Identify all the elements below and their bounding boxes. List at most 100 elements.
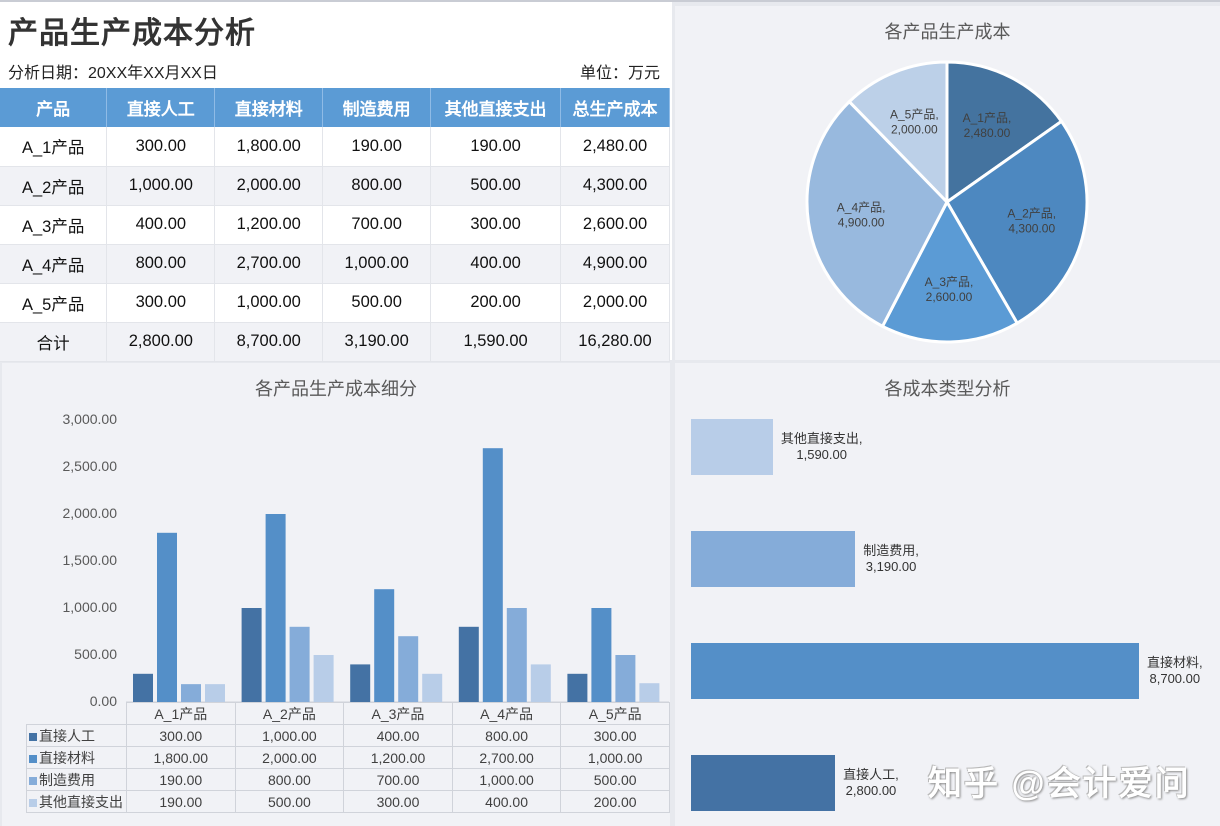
- column-header: 总生产成本: [560, 88, 670, 127]
- table-cell[interactable]: 1,000.00: [106, 166, 216, 206]
- column-bar[interactable]: [181, 684, 201, 702]
- table-cell[interactable]: 1,000.00: [322, 244, 432, 284]
- column-bar[interactable]: [506, 608, 527, 702]
- column-header: 直接材料: [214, 88, 324, 127]
- hbar[interactable]: [691, 755, 836, 811]
- category-label: A_5产品: [560, 702, 670, 725]
- pie-chart[interactable]: A_1产品,2,480.00 A_2产品,4,300.00 A_3产品,2,600.…: [675, 6, 1220, 360]
- table-header-row: 产品 直接人工 直接材料 制造费用 其他直接支出 总生产成本: [0, 88, 670, 127]
- bar-chart-title: 各产品生产成本细分: [255, 379, 417, 399]
- column-bar[interactable]: [615, 655, 636, 702]
- table-cell[interactable]: 400.00: [106, 205, 216, 245]
- column-bar[interactable]: [265, 514, 286, 702]
- data-cell: 500.00: [234, 790, 345, 813]
- data-cell: 400.00: [343, 724, 453, 747]
- column-bar[interactable]: [241, 608, 262, 702]
- table-cell[interactable]: 合计: [0, 322, 108, 362]
- table-cell[interactable]: 2,000.00: [560, 283, 670, 323]
- column-bar[interactable]: [205, 684, 225, 702]
- column-bar[interactable]: [350, 664, 371, 702]
- chart-data-table: A_1产品 A_2产品 A_3产品 A_4产品 A_5产品 直接人工 300.00 1,000…: [26, 702, 670, 813]
- unit-label: 单位：万元: [579, 65, 660, 82]
- table-cell[interactable]: 2,800.00: [106, 322, 216, 362]
- table-cell[interactable]: 300.00: [430, 205, 562, 245]
- pie-label: A_3产品,: [925, 275, 974, 289]
- hbar-label: 其他直接支出, 1,590.00: [780, 431, 863, 462]
- column-bar[interactable]: [639, 683, 660, 702]
- table-cell[interactable]: 1,000.00: [214, 283, 324, 323]
- table-cell[interactable]: 500.00: [322, 283, 432, 323]
- pie-slice[interactable]: [805, 99, 949, 329]
- column-bar[interactable]: [398, 636, 419, 702]
- column-header: 产品: [0, 88, 108, 127]
- data-cell: 200.00: [560, 790, 670, 813]
- hbar[interactable]: [691, 531, 856, 587]
- table-cell[interactable]: 800.00: [106, 244, 216, 284]
- column-bar[interactable]: [530, 664, 551, 702]
- hbar[interactable]: [691, 643, 1139, 699]
- table-cell[interactable]: 300.00: [106, 127, 216, 167]
- category-label: A_1产品: [126, 702, 236, 725]
- table-cell[interactable]: 2,000.00: [214, 166, 324, 206]
- category-label: A_3产品: [343, 702, 453, 725]
- table-cell[interactable]: 2,600.00: [560, 205, 670, 245]
- table-cell[interactable]: 190.00: [430, 127, 562, 167]
- table-cell[interactable]: 1,800.00: [214, 127, 324, 167]
- table-cell[interactable]: 300.00: [106, 283, 216, 323]
- table-cell[interactable]: 16,280.00: [560, 322, 670, 362]
- column-bar[interactable]: [422, 673, 443, 702]
- column-bar[interactable]: [289, 626, 310, 702]
- hbar[interactable]: [691, 419, 773, 475]
- column-chart[interactable]: [2, 363, 670, 826]
- table-cell[interactable]: 1,590.00: [430, 322, 562, 362]
- cost-table: 产品 直接人工 直接材料 制造费用 其他直接支出 总生产成本 A_1产品 300.00 1,8…: [0, 88, 670, 362]
- table-cell[interactable]: 1,200.00: [214, 205, 324, 245]
- table-cell[interactable]: 4,300.00: [560, 166, 670, 206]
- pie-slice[interactable]: [847, 60, 949, 206]
- legend-swatch: [29, 798, 37, 807]
- table-cell[interactable]: 8,700.00: [214, 322, 324, 362]
- table-cell[interactable]: 400.00: [430, 244, 562, 284]
- pie-value: 2,480.00: [964, 126, 1011, 140]
- pie-label: A_4产品,: [837, 201, 886, 215]
- total-row: 合计 2,800.00 8,700.00 3,190.00 1,590.00 16,280…: [0, 322, 670, 362]
- column-bar[interactable]: [313, 655, 334, 702]
- sheet-top-border: [0, 0, 1220, 2]
- y-tick-label: 3,000.00: [62, 411, 118, 427]
- pie-slice[interactable]: [880, 198, 1020, 344]
- table-row: A_4产品 800.00 2,700.00 1,000.00 400.00 4,900.0…: [0, 244, 670, 284]
- hbar-chart-title: 各成本类型分析: [884, 379, 1011, 399]
- table-cell[interactable]: A_3产品: [0, 205, 108, 245]
- pie-slice[interactable]: [945, 60, 1064, 205]
- table-cell[interactable]: 700.00: [322, 205, 432, 245]
- column-bar[interactable]: [157, 532, 177, 702]
- table-cell[interactable]: 800.00: [322, 166, 432, 206]
- analysis-date: 分析日期：20XX年XX月XX日: [8, 65, 218, 82]
- table-cell[interactable]: 3,190.00: [322, 322, 432, 362]
- column-bar[interactable]: [482, 448, 503, 702]
- hbar-chart-panel[interactable]: 各成本类型分析 其他直接支出, 1,590.00 制造费用, 3,190.00 直接材料…: [675, 363, 1220, 826]
- data-cell: 700.00: [343, 768, 453, 791]
- y-tick-label: 0.00: [89, 693, 117, 709]
- y-tick-label: 2,500.00: [62, 458, 118, 474]
- column-bar[interactable]: [567, 673, 588, 702]
- pie-slice[interactable]: [945, 119, 1089, 326]
- table-cell[interactable]: A_4产品: [0, 244, 108, 284]
- table-cell[interactable]: 4,900.00: [560, 244, 670, 284]
- table-cell[interactable]: 2,480.00: [560, 127, 670, 167]
- column-bar[interactable]: [591, 608, 612, 702]
- column-bar[interactable]: [458, 626, 479, 702]
- table-cell[interactable]: 190.00: [322, 127, 432, 167]
- table-cell[interactable]: 200.00: [430, 283, 562, 323]
- category-label: A_4产品: [451, 702, 562, 725]
- hbar-label: 直接人工, 2,800.00: [843, 767, 899, 798]
- pie-chart-panel[interactable]: 各产品生产成本 A_1产品, 2,480.00 A_2产品, 4,300.00 A_3产…: [675, 6, 1220, 360]
- table-cell[interactable]: A_5产品: [0, 283, 108, 323]
- table-cell[interactable]: A_1产品: [0, 127, 108, 167]
- column-bar[interactable]: [133, 673, 153, 702]
- table-cell[interactable]: A_2产品: [0, 166, 108, 206]
- column-bar[interactable]: [374, 589, 395, 702]
- table-cell[interactable]: 500.00: [430, 166, 562, 206]
- table-cell[interactable]: 2,700.00: [214, 244, 324, 284]
- bar-chart-panel[interactable]: 各产品生产成本细分 3,000.00 2,500.00 2,000.00 1,500.…: [2, 363, 670, 826]
